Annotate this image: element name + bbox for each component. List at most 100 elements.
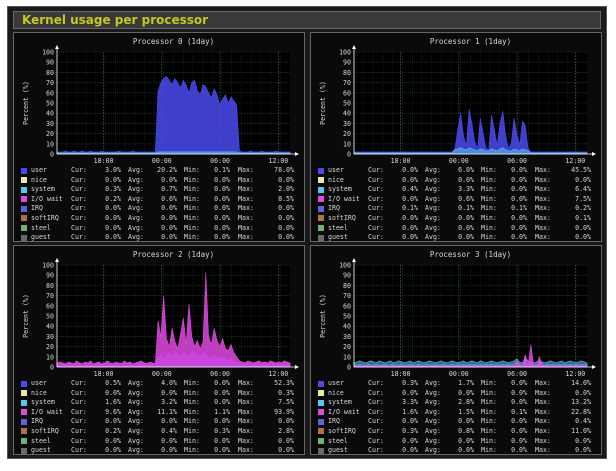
legend-min-label: Min: bbox=[481, 223, 497, 232]
legend-cur-label: Cur: bbox=[368, 426, 384, 435]
legend-max-value: 0.0% bbox=[575, 175, 591, 184]
legend-max-label: Max: bbox=[238, 417, 254, 426]
legend-cur-value: 0.0% bbox=[105, 223, 121, 232]
legend-swatch bbox=[318, 438, 324, 445]
y-tick-label: 50 bbox=[46, 313, 54, 321]
legend-swatch bbox=[21, 380, 27, 387]
legend-cur-value: 3.3% bbox=[402, 398, 418, 407]
legend-swatch bbox=[318, 196, 324, 203]
legend-max-value: 22.8% bbox=[571, 407, 591, 416]
legend-avg-label: Avg: bbox=[425, 379, 441, 387]
legend-min-value: 0.0% bbox=[214, 388, 230, 397]
legend-max-label: Max: bbox=[535, 213, 551, 222]
legend-avg-value: 0.0% bbox=[458, 446, 474, 455]
x-axis-arrow bbox=[592, 365, 596, 369]
x-tick-label: 18:00 bbox=[391, 157, 411, 165]
x-tick-label: 00:00 bbox=[152, 370, 172, 378]
series-iowait-area bbox=[353, 344, 588, 368]
legend-avg-label: Avg: bbox=[425, 407, 441, 416]
x-tick-label: 06:00 bbox=[507, 370, 527, 378]
legend-max-value: 0.0% bbox=[575, 446, 591, 455]
legend-min-value: 0.0% bbox=[214, 204, 230, 213]
legend-row: steel Cur: 0.0% Avg: 0.0% Min: 0.0% Max: 0.0% bbox=[315, 437, 599, 447]
legend-cur-label: Cur: bbox=[368, 194, 384, 203]
y-tick-label: 70 bbox=[343, 79, 351, 87]
y-tick-label: 100 bbox=[339, 49, 351, 57]
legend-min-value: 0.0% bbox=[214, 446, 230, 455]
legend-row: system Cur: 0.4% Avg: 3.3% Min: 0.0% Max: 6.4% bbox=[315, 185, 599, 195]
legend-avg-value: 0.0% bbox=[458, 233, 474, 242]
legend-min-label: Min: bbox=[184, 379, 200, 387]
legend-row: I/O wait Cur: 9.6% Avg: 11.1% Min: 1.1% Max: 93.… bbox=[18, 408, 302, 418]
legend-min-value: 0.0% bbox=[511, 398, 527, 407]
legend-avg-value: 0.0% bbox=[161, 446, 177, 455]
legend-cur-value: 0.0% bbox=[105, 417, 121, 426]
legend-cur-value: 0.0% bbox=[402, 194, 418, 203]
legend-cur-value: 0.0% bbox=[402, 175, 418, 184]
x-tick-label: 12:00 bbox=[565, 370, 585, 378]
legend-avg-label: Avg: bbox=[425, 446, 441, 455]
legend-avg-label: Avg: bbox=[425, 426, 441, 435]
legend-max-label: Max: bbox=[238, 194, 254, 203]
x-tick-label: 06:00 bbox=[210, 157, 230, 165]
legend-max-label: Max: bbox=[535, 426, 551, 435]
legend-avg-value: 0.4% bbox=[161, 426, 177, 435]
legend-max-value: 0.0% bbox=[278, 446, 294, 455]
legend-avg-value: 11.1% bbox=[157, 407, 177, 416]
legend-swatch bbox=[318, 380, 324, 387]
x-tick-label: 18:00 bbox=[94, 370, 114, 378]
legend-max-label: Max: bbox=[238, 436, 254, 445]
legend-max-label: Max: bbox=[238, 407, 254, 416]
legend-cur-label: Cur: bbox=[71, 166, 87, 174]
legend-max-label: Max: bbox=[535, 407, 551, 416]
y-tick-label: 60 bbox=[46, 89, 54, 97]
y-tick-label: 50 bbox=[46, 100, 54, 108]
legend-cur-label: Cur: bbox=[71, 379, 87, 387]
legend-cur-value: 0.0% bbox=[402, 213, 418, 222]
legend-cur-value: 0.0% bbox=[105, 213, 121, 222]
legend-swatch bbox=[318, 205, 324, 212]
legend-swatch bbox=[21, 438, 27, 445]
series-system-area bbox=[56, 151, 291, 155]
y-tick-label: 10 bbox=[46, 353, 54, 361]
legend-max-label: Max: bbox=[535, 166, 551, 174]
legend-avg-value: 0.1% bbox=[458, 204, 474, 213]
legend-max-value: 0.0% bbox=[278, 223, 294, 232]
y-tick-label: 40 bbox=[46, 323, 54, 331]
y-axis-label: Percent (%) bbox=[319, 294, 327, 338]
legend-series-name: system bbox=[328, 398, 352, 407]
legend-row: system Cur: 3.3% Avg: 2.8% Min: 0.0% Max: 13.2% bbox=[315, 398, 599, 408]
legend-min-value: 0.0% bbox=[214, 436, 230, 445]
legend-cur-label: Cur: bbox=[368, 233, 384, 242]
legend-max-value: 14.0% bbox=[571, 379, 591, 387]
legend-min-label: Min: bbox=[184, 204, 200, 213]
legend-avg-value: 4.0% bbox=[161, 379, 177, 387]
legend-cur-label: Cur: bbox=[368, 175, 384, 184]
legend-min-value: 0.0% bbox=[511, 417, 527, 426]
legend-avg-value: 0.0% bbox=[458, 436, 474, 445]
y-tick-label: 0 bbox=[347, 151, 351, 159]
legend-row: nice Cur: 0.0% Avg: 0.0% Min: 0.0% Max: 0.0% bbox=[18, 176, 302, 186]
legend-avg-value: 0.0% bbox=[161, 175, 177, 184]
legend-avg-label: Avg: bbox=[128, 175, 144, 184]
legend-avg-label: Avg: bbox=[128, 407, 144, 416]
legend-avg-label: Avg: bbox=[128, 436, 144, 445]
legend-cur-value: 0.0% bbox=[105, 446, 121, 455]
processor-0-panel: Processor 0 (1day) 0 10 20 30 40 50 60 70 80 90 100… bbox=[13, 32, 305, 242]
processor-0-chart: Processor 0 (1day) 0 10 20 30 40 50 60 70 80 90 100… bbox=[22, 37, 299, 165]
legend-max-label: Max: bbox=[535, 204, 551, 213]
legend-swatch bbox=[21, 399, 27, 406]
kernel-usage-frame: Kernel usage per processor Processor 0 (… bbox=[7, 6, 607, 459]
legend-row: softIRQ Cur: 0.3% Avg: 0.8% Min: 0.0% Max: 11.0% bbox=[315, 427, 599, 437]
y-tick-label: 0 bbox=[50, 151, 54, 159]
legend-max-label: Max: bbox=[238, 166, 254, 174]
legend-max-value: 0.4% bbox=[575, 417, 591, 426]
legend-row: user Cur: 0.3% Avg: 1.7% Min: 0.0% Max: 14.0% bbox=[315, 379, 599, 389]
legend-min-value: 0.0% bbox=[214, 185, 230, 194]
legend-avg-value: 0.0% bbox=[161, 223, 177, 232]
legend-max-label: Max: bbox=[238, 426, 254, 435]
y-tick-label: 0 bbox=[347, 364, 351, 372]
legend-avg-value: 0.0% bbox=[161, 233, 177, 242]
legend-series-name: I/O wait bbox=[31, 194, 63, 203]
legend-min-label: Min: bbox=[481, 426, 497, 435]
